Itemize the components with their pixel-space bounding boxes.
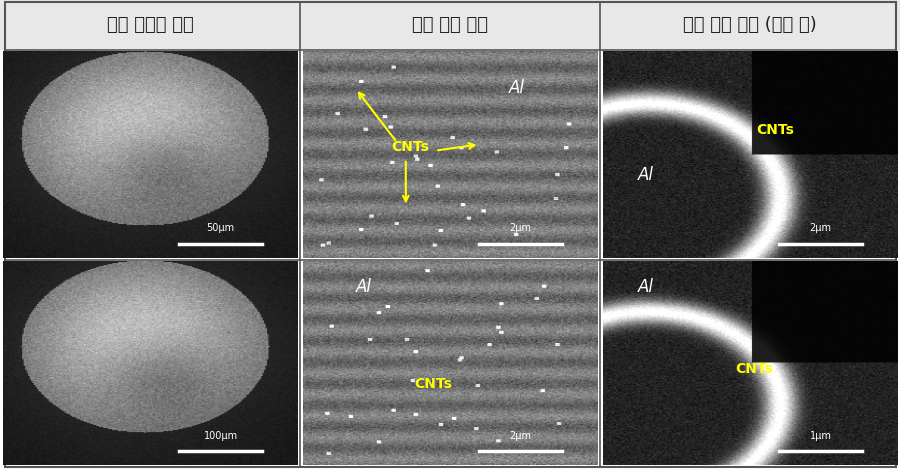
Text: 2μm: 2μm: [810, 223, 832, 233]
Text: 2μm: 2μm: [509, 223, 532, 233]
Text: 50μm: 50μm: [207, 223, 235, 233]
Text: 1μm: 1μm: [810, 431, 832, 441]
Text: 분말 표면 관찰: 분말 표면 관찰: [412, 16, 488, 34]
Text: CNTs: CNTs: [756, 123, 794, 137]
Bar: [600, 0, 900, 50]
Text: 2μm: 2μm: [509, 431, 532, 441]
Text: CNTs: CNTs: [392, 140, 429, 154]
Bar: [300, 0, 600, 50]
Text: CNTs: CNTs: [735, 362, 773, 376]
Bar: [0, 0, 300, 50]
Text: Al: Al: [638, 166, 654, 183]
Text: Al: Al: [356, 278, 372, 295]
Text: 제조 분말의 형상: 제조 분말의 형상: [106, 16, 194, 34]
Text: CNTs: CNTs: [415, 377, 453, 391]
Text: Al: Al: [638, 278, 654, 295]
Text: Al: Al: [508, 79, 525, 97]
Text: 100μm: 100μm: [203, 431, 238, 441]
Text: 분말 내부 관찰 (부식 후): 분말 내부 관찰 (부식 후): [683, 16, 817, 34]
